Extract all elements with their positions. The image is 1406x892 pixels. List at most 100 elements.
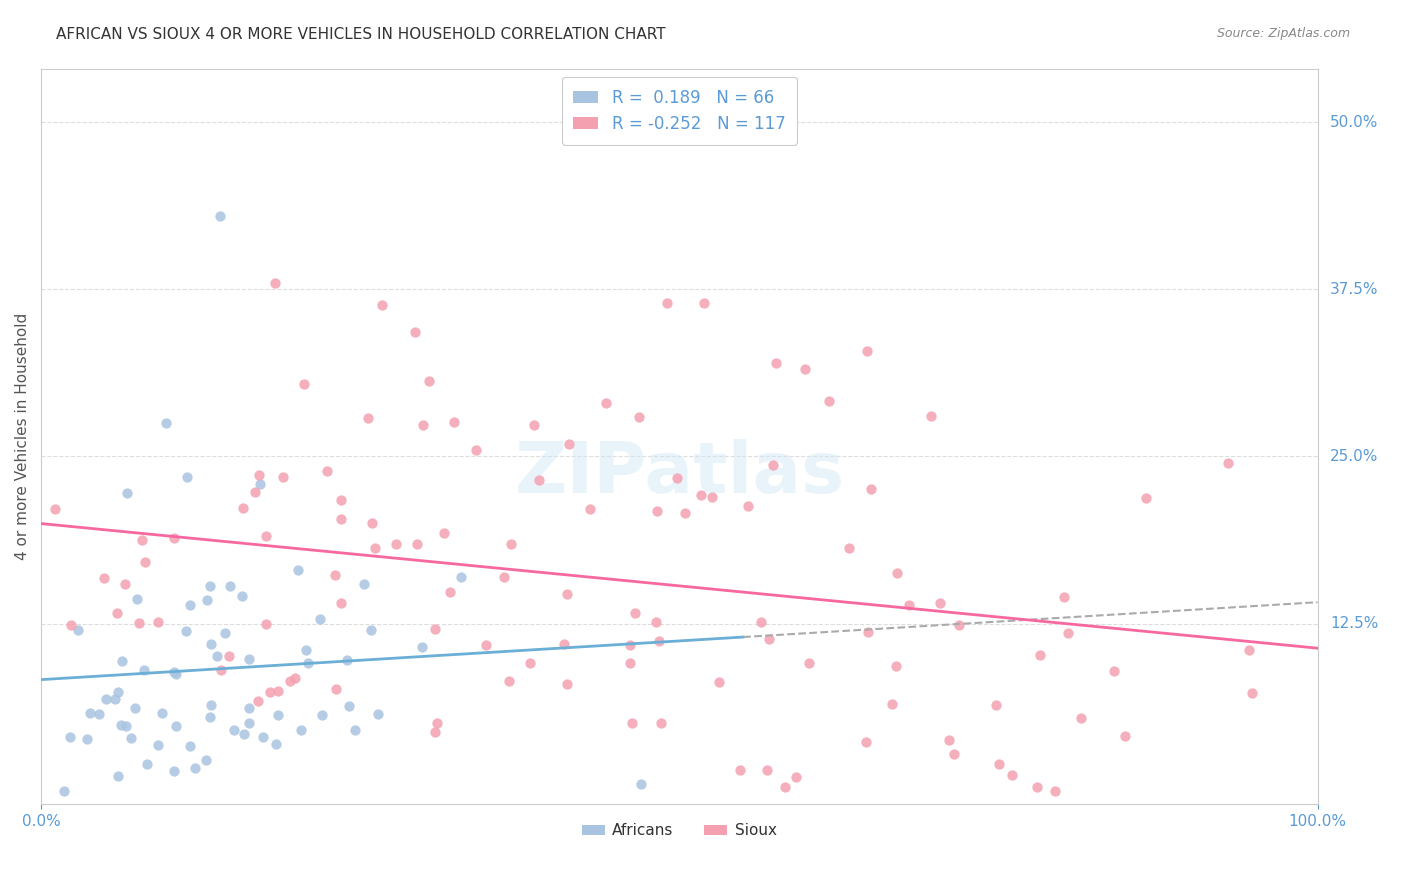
- Point: [689, 488, 711, 502]
- Point: [165, 719, 187, 733]
- Point: [1237, 643, 1260, 657]
- Point: [163, 665, 186, 679]
- Point: [292, 376, 315, 391]
- Point: [619, 656, 641, 670]
- Point: [655, 295, 678, 310]
- Point: [519, 657, 541, 671]
- Point: [1056, 626, 1078, 640]
- Point: [762, 458, 785, 472]
- Point: [209, 663, 232, 677]
- Point: [284, 671, 307, 685]
- Point: [267, 707, 290, 722]
- Point: [756, 763, 779, 777]
- Point: [163, 764, 186, 778]
- Point: [295, 643, 318, 657]
- Point: [880, 697, 903, 711]
- Point: [758, 632, 780, 646]
- Point: [66, 623, 89, 637]
- Point: [645, 615, 668, 629]
- Text: 12.5%: 12.5%: [1330, 616, 1379, 632]
- Point: [79, 706, 101, 721]
- Point: [222, 723, 245, 738]
- Point: [675, 506, 697, 520]
- Point: [898, 598, 921, 612]
- Point: [155, 417, 177, 431]
- Text: 50.0%: 50.0%: [1330, 114, 1379, 129]
- Point: [785, 770, 807, 784]
- Point: [195, 593, 218, 607]
- Point: [433, 526, 456, 541]
- Point: [737, 499, 759, 513]
- Point: [1043, 784, 1066, 798]
- Point: [557, 677, 579, 691]
- Point: [501, 537, 523, 551]
- Point: [207, 649, 229, 664]
- Point: [179, 739, 201, 754]
- Point: [855, 735, 877, 749]
- Point: [666, 470, 689, 484]
- Point: [406, 536, 429, 550]
- Point: [623, 606, 645, 620]
- Point: [709, 674, 731, 689]
- Point: [1053, 590, 1076, 604]
- Point: [360, 623, 382, 637]
- Point: [238, 700, 260, 714]
- Point: [702, 490, 724, 504]
- Point: [645, 504, 668, 518]
- Point: [249, 468, 271, 483]
- Point: [252, 730, 274, 744]
- Point: [523, 418, 546, 433]
- Point: [105, 606, 128, 620]
- Point: [238, 716, 260, 731]
- Text: 25.0%: 25.0%: [1330, 449, 1379, 464]
- Point: [330, 596, 353, 610]
- Point: [232, 500, 254, 515]
- Point: [266, 737, 288, 751]
- Point: [527, 473, 550, 487]
- Point: [59, 731, 82, 745]
- Point: [948, 617, 970, 632]
- Point: [450, 570, 472, 584]
- Point: [249, 477, 271, 491]
- Point: [730, 763, 752, 777]
- Point: [60, 618, 83, 632]
- Point: [817, 393, 839, 408]
- Point: [360, 516, 382, 531]
- Point: [148, 738, 170, 752]
- Point: [150, 706, 173, 721]
- Point: [179, 598, 201, 612]
- Point: [884, 659, 907, 673]
- Point: [53, 784, 76, 798]
- Point: [311, 708, 333, 723]
- Point: [132, 663, 155, 677]
- Point: [647, 634, 669, 648]
- Point: [443, 415, 465, 429]
- Point: [475, 638, 498, 652]
- Point: [793, 361, 815, 376]
- Point: [838, 541, 860, 555]
- Point: [630, 777, 652, 791]
- Point: [325, 681, 347, 696]
- Point: [693, 296, 716, 310]
- Point: [773, 780, 796, 795]
- Point: [1102, 664, 1125, 678]
- Point: [176, 470, 198, 484]
- Point: [385, 537, 408, 551]
- Point: [44, 502, 66, 516]
- Point: [146, 615, 169, 630]
- Point: [426, 716, 449, 731]
- Text: ZIPatlas: ZIPatlas: [515, 439, 845, 508]
- Point: [856, 344, 879, 359]
- Point: [214, 626, 236, 640]
- Point: [218, 579, 240, 593]
- Text: AFRICAN VS SIOUX 4 OR MORE VEHICLES IN HOUSEHOLD CORRELATION CHART: AFRICAN VS SIOUX 4 OR MORE VEHICLES IN H…: [56, 27, 666, 42]
- Point: [111, 654, 134, 668]
- Point: [231, 589, 253, 603]
- Point: [208, 209, 231, 223]
- Point: [984, 698, 1007, 712]
- Point: [198, 578, 221, 592]
- Point: [315, 465, 337, 479]
- Point: [93, 571, 115, 585]
- Point: [174, 624, 197, 638]
- Point: [336, 653, 359, 667]
